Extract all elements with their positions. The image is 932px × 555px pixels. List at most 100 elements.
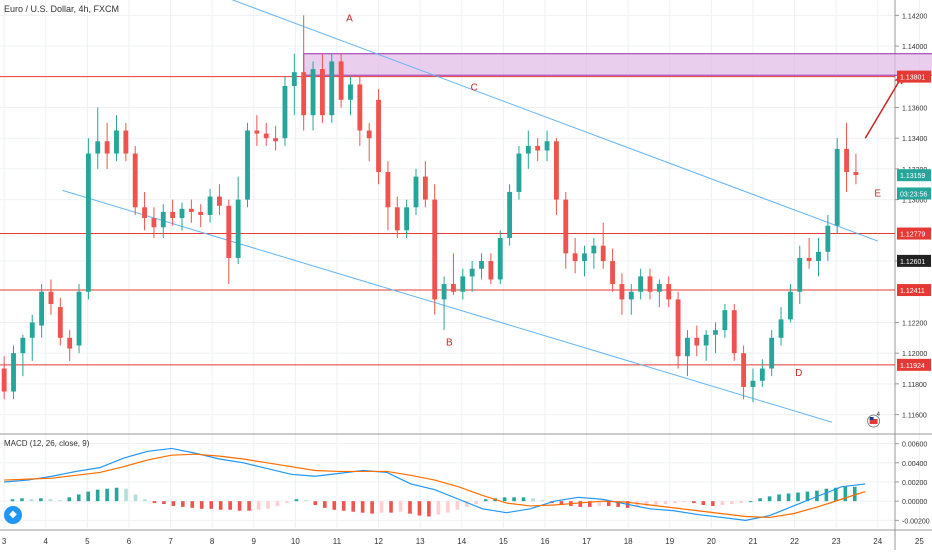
annotation-label: C — [471, 83, 478, 94]
price-tick-label: 1.12000 — [902, 351, 927, 358]
time-tick-label: 24 — [873, 537, 882, 546]
macd-line — [4, 447, 866, 521]
target-arrow — [864, 74, 904, 139]
candle-body — [1, 368, 7, 392]
macd-histogram-bar — [663, 501, 668, 505]
macd-histogram-bar — [512, 497, 516, 502]
candle-body — [366, 130, 372, 139]
macd-pane — [4, 447, 866, 521]
macd-histogram-bar — [417, 501, 422, 516]
candle-body — [385, 171, 391, 208]
macd-histogram-bar — [332, 501, 337, 510]
time-tick-label: 18 — [624, 537, 633, 546]
macd-histogram-bar — [644, 501, 649, 506]
macd-histogram-bar — [322, 501, 327, 508]
macd-histogram-bar — [455, 501, 460, 510]
candle-body — [76, 291, 82, 346]
candle-body — [713, 330, 718, 335]
macd-histogram-bar — [834, 487, 838, 502]
price-tick-label: 1.11800 — [902, 382, 927, 389]
tradingview-logo-icon[interactable]: ◆ — [4, 506, 22, 524]
time-tick-label: 13 — [416, 537, 425, 546]
candle-body — [460, 276, 466, 292]
candle-body — [319, 69, 325, 116]
candle-body — [394, 207, 400, 231]
macd-histogram-bar — [843, 486, 848, 502]
macd-histogram-bar — [464, 501, 469, 507]
annotation-label: D — [795, 368, 802, 379]
macd-histogram-bar — [502, 497, 507, 502]
flag-stripe — [869, 419, 878, 424]
macd-histogram-bar — [209, 501, 214, 509]
macd-histogram-bar — [133, 494, 138, 502]
price-tag — [897, 284, 931, 297]
macd-histogram-bar — [351, 501, 355, 512]
macd-tick-label: 0.00400 — [902, 461, 927, 468]
macd-histogram-bar — [152, 501, 157, 504]
annotation-label: E — [874, 189, 881, 200]
candle-body — [525, 145, 531, 154]
time-tick-label: 6 — [127, 537, 132, 546]
macd-histogram-bar — [767, 496, 772, 502]
macd-histogram-bar — [294, 499, 299, 502]
candle-body — [844, 148, 849, 172]
candle-body — [11, 353, 16, 392]
time-tick-label: 7 — [168, 537, 173, 546]
macd-histogram-bar — [606, 501, 611, 506]
macd-histogram-bar — [190, 501, 195, 508]
candle-body — [619, 284, 625, 300]
candle-body — [806, 257, 812, 262]
macd-histogram-bar — [237, 501, 242, 511]
event-count: 4 — [877, 412, 881, 418]
price-tag-label: 1.13801 — [900, 75, 925, 82]
grid — [0, 0, 920, 528]
macd-histogram-bar — [360, 501, 365, 513]
price-tick-label: 1.13600 — [902, 105, 927, 112]
candle-body — [245, 130, 250, 200]
time-tick-label: 17 — [582, 537, 591, 546]
candle-body — [207, 196, 213, 215]
macd-histogram-bar — [389, 501, 393, 513]
candle-body — [263, 133, 269, 139]
time-tick-label: 22 — [790, 537, 799, 546]
macd-histogram-bar — [616, 501, 620, 507]
macd-histogram-bar — [76, 494, 81, 502]
candle-body — [516, 153, 522, 192]
flag-canton — [869, 417, 874, 420]
candle-body — [778, 319, 784, 338]
price-tick-label: 1.11600 — [902, 413, 927, 420]
price-tick-label: 1.13000 — [902, 198, 927, 205]
macd-histogram-bar — [701, 501, 706, 505]
macd-tick-label: 0.00600 — [902, 442, 927, 449]
candle-body — [348, 84, 353, 100]
candle-body — [151, 218, 157, 228]
candle-body — [759, 368, 765, 381]
macd-histogram-bar — [275, 501, 280, 506]
candle-body — [666, 284, 672, 300]
macd-histogram-bar — [559, 501, 564, 505]
time-tick-label: 4 — [44, 537, 49, 546]
candle-body — [160, 211, 166, 228]
candle-body — [731, 310, 737, 354]
candle-body — [39, 291, 45, 326]
macd-histogram-bar — [483, 499, 488, 502]
macd-histogram-bar — [852, 486, 857, 502]
price-tag-label: 1.12601 — [900, 259, 925, 266]
candle-body — [179, 208, 185, 219]
macd-histogram-bar — [815, 490, 819, 502]
candle-body — [703, 334, 709, 346]
candle-body — [750, 380, 756, 387]
candle-body — [170, 211, 176, 219]
candle-body — [600, 245, 606, 262]
candle-body — [741, 353, 747, 387]
candle-body — [67, 337, 73, 349]
candle-body — [722, 310, 728, 331]
price-tag-label: 1.13159 — [900, 173, 925, 180]
candle-body — [451, 284, 456, 292]
macd-histogram-bar — [256, 501, 261, 510]
macd-histogram-bar — [654, 501, 658, 505]
candles — [1, 15, 859, 403]
candle-body — [432, 199, 438, 300]
